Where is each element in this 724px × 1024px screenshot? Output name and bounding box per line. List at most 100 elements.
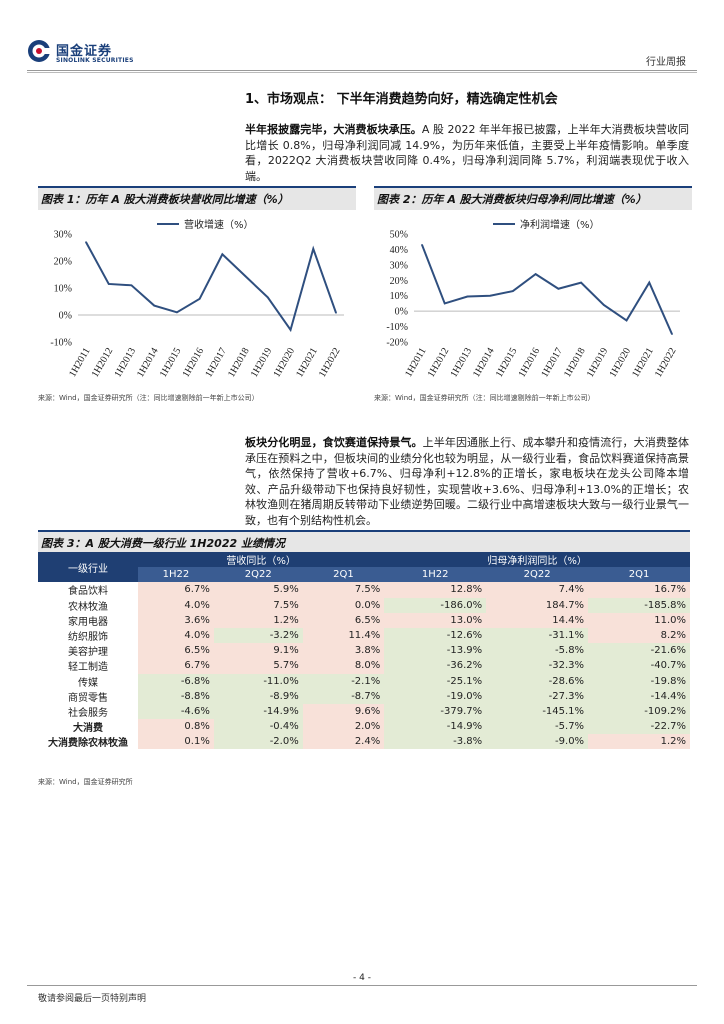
data-point — [648, 281, 651, 284]
table-cell: 7.5% — [302, 582, 385, 598]
table-cell: -14.9% — [384, 719, 487, 735]
table-cell: 184.7% — [486, 597, 589, 613]
y-tick-label: -10% — [50, 338, 72, 349]
y-tick-label: -20% — [386, 338, 408, 349]
net-profit-growth-chart: -20%-10%0%10%20%30%40%50%1H20111H20121H2… — [386, 218, 680, 379]
table-cell: 5.9% — [213, 582, 303, 598]
header-divider-2 — [27, 72, 697, 73]
data-point — [130, 284, 133, 287]
table-cell: 0.1% — [138, 734, 214, 750]
table-cell: -9.0% — [486, 734, 589, 750]
data-point — [244, 275, 246, 277]
table-row: 家用电器 3.6% 1.2% 6.5% 13.0% 14.4% 11.0% — [38, 612, 690, 628]
industry-name: 传媒 — [78, 677, 98, 689]
y-tick-label: 30% — [390, 260, 408, 271]
y-tick-label: 50% — [390, 230, 408, 241]
data-point — [85, 241, 87, 243]
table-row: 美容护理 6.5% 9.1% 3.8% -13.9% -5.8% -21.6% — [38, 643, 690, 659]
table-cell: -14.4% — [588, 688, 690, 704]
table-cell: -13.9% — [384, 643, 487, 659]
paragraph-2-body: 上半年因通胀上行、成本攀升和疫情流行，大消费整体承压在预料之中，但板块间的业绩分… — [245, 436, 689, 527]
data-point — [176, 311, 178, 314]
data-point — [107, 283, 110, 285]
industry-name: 轻工制造 — [68, 662, 108, 674]
table-row: 食品饮料 6.7% 5.9% 7.5% 12.8% 7.4% 16.7% — [38, 582, 690, 598]
table-cell: 6.5% — [138, 643, 214, 659]
table-row: 大消费除农林牧渔 0.1% -2.0% 2.4% -3.8% -9.0% 1.2% — [38, 734, 690, 750]
data-point — [625, 319, 628, 322]
table-cell: -21.6% — [588, 643, 690, 659]
table-cell: -40.7% — [588, 658, 690, 674]
legend-label: 营收增速（%） — [184, 218, 254, 231]
table-cell: -186.0% — [384, 597, 487, 613]
paragraph-1-lead: 半年报披露完毕，大消费板块承压。 — [245, 123, 422, 136]
table-cell: -8.8% — [138, 688, 214, 704]
y-tick-label: -10% — [386, 322, 408, 333]
data-point — [671, 333, 673, 335]
paragraph-1: 半年报披露完毕，大消费板块承压。A 股 2022 年半年报已披露，上半年大消费板… — [245, 122, 689, 184]
table-cell: 3.6% — [138, 612, 214, 628]
data-point — [153, 304, 155, 307]
table-cell: -2.1% — [302, 673, 385, 689]
table-cell: -19.0% — [384, 688, 487, 704]
industry-name: 大消费除农林牧渔 — [48, 738, 128, 750]
table-cell: 0.0% — [302, 597, 385, 613]
data-point — [289, 329, 292, 331]
x-tick-label: 1H2022 — [653, 346, 679, 379]
industry-name: 社会服务 — [68, 707, 108, 719]
figure-2-source: 来源：Wind，国金证券研究所（注：同比增速剔除前一年新上市公司） — [374, 394, 595, 402]
data-point — [466, 295, 469, 298]
y-tick-label: 0% — [395, 307, 408, 318]
table-cell: 9.1% — [213, 643, 303, 659]
y-tick-label: 40% — [390, 245, 408, 256]
table-cell: -3.8% — [384, 734, 487, 750]
data-point — [557, 287, 560, 290]
x-tick-label: 1H2022 — [317, 346, 343, 379]
table-cell: 8.2% — [588, 627, 690, 644]
industry-name: 家用电器 — [68, 616, 108, 628]
figure-1-title: 图表 1：历年 A 股大消费板块营收同比增速（%） — [38, 186, 356, 210]
col-header: 1H22 — [138, 567, 214, 583]
paragraph-2-lead: 板块分化明显，食饮赛道保持景气。 — [245, 436, 423, 449]
industry-name: 美容护理 — [68, 647, 108, 659]
table-cell: -185.8% — [588, 597, 690, 613]
data-point — [443, 302, 446, 305]
table-cell: 12.8% — [384, 582, 487, 598]
industry-performance-table: 一级行业 营收同比（%） 归母净利润同比（%） 1H22 2Q22 2Q1 1H… — [38, 552, 690, 750]
series-line — [421, 244, 673, 335]
industry-name: 食品饮料 — [68, 586, 108, 598]
data-point — [421, 244, 423, 246]
table-cell: -12.6% — [384, 627, 487, 644]
paragraph-2: 板块分化明显，食饮赛道保持景气。上半年因通胀上行、成本攀升和疫情流行，大消费整体… — [245, 435, 689, 528]
table-cell: -32.3% — [486, 658, 589, 674]
col-header: 2Q1 — [302, 567, 385, 583]
table-cell: 7.4% — [486, 582, 589, 598]
data-point — [489, 294, 491, 297]
table-cell: -14.9% — [213, 703, 303, 720]
table-3-source: 来源：Wind，国金证券研究所 — [38, 778, 133, 786]
table-cell: 7.5% — [213, 597, 303, 613]
figure-1-source: 来源：Wind，国金证券研究所（注：同比增速剔除前一年新上市公司） — [38, 394, 259, 402]
table-row: 大消费 0.8% -0.4% 2.0% -14.9% -5.7% -22.7% — [38, 719, 690, 735]
table-cell: -0.4% — [213, 719, 303, 735]
col-header: 2Q1 — [588, 567, 690, 583]
table-cell: -27.3% — [486, 688, 589, 704]
data-point — [221, 253, 224, 256]
header-profit-yoy: 归母净利润同比（%） — [384, 552, 690, 568]
y-tick-label: 20% — [54, 257, 72, 268]
figure-2-title: 图表 2：历年 A 股大消费板块归母净利同比增速（%） — [374, 186, 692, 210]
table-cell: 2.4% — [302, 734, 385, 750]
table-cell: 5.7% — [213, 658, 303, 674]
document-type: 行业周报 — [646, 57, 686, 68]
table-cell: -31.1% — [486, 627, 589, 644]
table-3-title: 图表 3：A 股大消费一级行业 1H2022 业绩情况 — [38, 530, 690, 554]
table-cell: -11.0% — [213, 673, 303, 689]
table-cell: 4.0% — [138, 627, 214, 644]
table-cell: -25.1% — [384, 673, 487, 689]
header-revenue-yoy: 营收同比（%） — [138, 552, 385, 568]
logo-text-cn: 国金证券 — [56, 44, 113, 59]
table-cell: 6.7% — [138, 582, 214, 598]
revenue-growth-chart: -10%0%10%20%30%1H20111H20121H20131H20141… — [50, 218, 344, 379]
table-cell: 14.4% — [486, 612, 589, 628]
header-divider — [27, 70, 697, 71]
